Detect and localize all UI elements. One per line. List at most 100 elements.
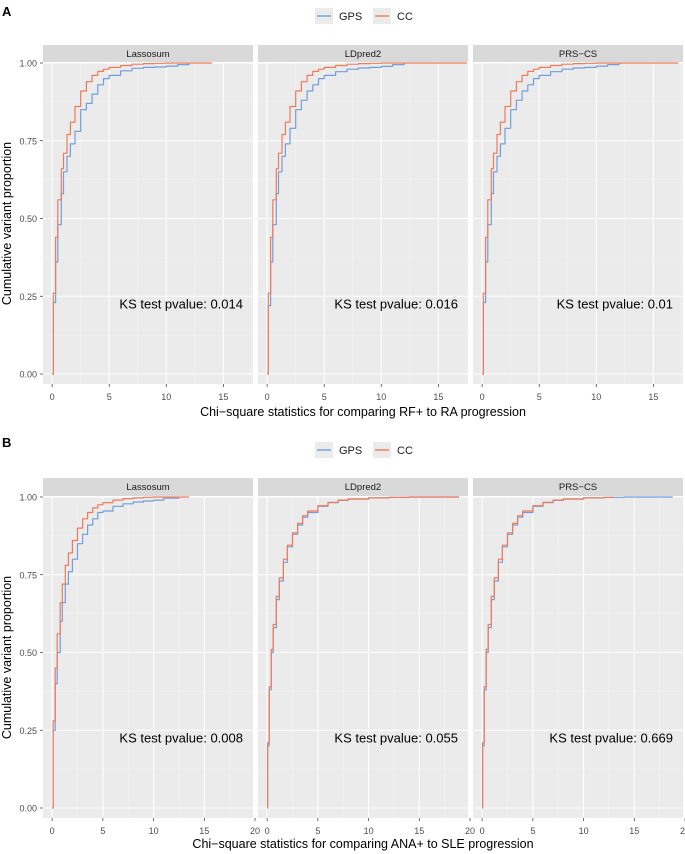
facet-lassosum: Lassosum 0 5 10 15 KS test pvalue: 0.014 bbox=[43, 45, 253, 402]
x-tick-label: 15 bbox=[648, 392, 658, 402]
plot-background bbox=[473, 497, 683, 818]
x-tick-label: 10 bbox=[591, 392, 601, 402]
y-tick-label: 0.75 bbox=[19, 570, 37, 580]
legend-item-gps: GPS bbox=[315, 8, 362, 24]
x-tick-label: 5 bbox=[530, 826, 535, 836]
ks-annotation: KS test pvalue: 0.055 bbox=[334, 731, 458, 746]
y-tick-label: 0.50 bbox=[19, 648, 37, 658]
y-tick-label: 0.00 bbox=[19, 370, 37, 380]
plot-background bbox=[258, 63, 468, 384]
panel-label: A bbox=[2, 4, 12, 19]
gridlines bbox=[43, 496, 256, 818]
x-tick-label: 20 bbox=[680, 826, 685, 836]
facet-prs-cs: PRS−CS 0 5 10 15 20 KS test pvalue: 0.669 bbox=[473, 478, 685, 836]
x-axis-title: Chi−square statistics for comparing ANA+… bbox=[192, 837, 533, 851]
facet-prs-cs: PRS−CS 0 5 10 15 KS test pvalue: 0.01 bbox=[473, 45, 683, 402]
panel-B: B GPS CC Cumulative variant proportion 0.00 0… bbox=[0, 435, 685, 851]
series-line-cc bbox=[52, 62, 212, 375]
x-tick-label: 5 bbox=[315, 826, 320, 836]
x-tick-label: 5 bbox=[107, 392, 112, 402]
x-tick-label: 10 bbox=[376, 392, 386, 402]
plot-background bbox=[473, 63, 683, 384]
facet-strip bbox=[473, 478, 683, 496]
ks-annotation: KS test pvalue: 0.008 bbox=[119, 731, 243, 746]
facet-strip bbox=[473, 45, 683, 62]
legend-item-gps: GPS bbox=[315, 442, 362, 458]
plot-background bbox=[43, 497, 253, 818]
y-tick-label: 1.00 bbox=[19, 59, 37, 69]
x-tick-label: 5 bbox=[322, 392, 327, 402]
x-tick-label: 0 bbox=[50, 826, 55, 836]
legend-label: CC bbox=[397, 11, 413, 23]
ks-annotation: KS test pvalue: 0.01 bbox=[557, 297, 673, 312]
x-tick-label: 0 bbox=[265, 392, 270, 402]
y-tick-label: 0.50 bbox=[19, 214, 37, 224]
legend-label: CC bbox=[397, 445, 413, 457]
x-tick-label: 5 bbox=[100, 826, 105, 836]
x-tick-label: 10 bbox=[149, 826, 159, 836]
series-line-gps bbox=[52, 497, 180, 809]
x-tick-label: 10 bbox=[579, 826, 589, 836]
facet-title: Lassosum bbox=[126, 482, 169, 493]
gridlines bbox=[473, 496, 685, 818]
x-tick-label: 20 bbox=[465, 826, 475, 836]
legend-item-cc: CC bbox=[373, 442, 413, 458]
x-tick-label: 0 bbox=[480, 826, 485, 836]
legend-label: GPS bbox=[339, 445, 362, 457]
facet-strip bbox=[43, 45, 253, 62]
legend: GPS CC bbox=[315, 8, 413, 24]
legend-label: GPS bbox=[339, 11, 362, 23]
ks-annotation: KS test pvalue: 0.669 bbox=[549, 731, 673, 746]
plot-background bbox=[43, 63, 253, 384]
facet-title: Lassosum bbox=[126, 49, 169, 60]
ks-annotation: KS test pvalue: 0.016 bbox=[334, 297, 458, 312]
panel-label: B bbox=[2, 435, 11, 450]
y-axis-title: Cumulative variant proportion bbox=[0, 576, 14, 739]
series-line-gps bbox=[52, 63, 190, 375]
series-line-cc bbox=[482, 62, 679, 375]
x-tick-label: 15 bbox=[218, 392, 228, 402]
y-tick-label: 0.25 bbox=[19, 292, 37, 302]
x-tick-label: 15 bbox=[199, 826, 209, 836]
x-tick-label: 10 bbox=[161, 392, 171, 402]
y-tick-label: 1.00 bbox=[19, 493, 37, 503]
x-tick-label: 15 bbox=[414, 826, 424, 836]
x-tick-label: 0 bbox=[265, 826, 270, 836]
gridlines bbox=[43, 62, 253, 384]
facet-strip bbox=[258, 478, 468, 496]
series-line-cc bbox=[482, 496, 615, 809]
series-line-cc bbox=[267, 496, 459, 809]
x-tick-label: 5 bbox=[537, 392, 542, 402]
series-line-gps bbox=[267, 63, 405, 375]
facet-ldpred2: LDpred2 0 5 10 15 KS test pvalue: 0.016 bbox=[258, 45, 468, 402]
gridlines bbox=[473, 62, 683, 384]
ks-annotation: KS test pvalue: 0.014 bbox=[119, 297, 243, 312]
panel-A: A GPS CC Cumulative variant proportion 0.00 0… bbox=[0, 4, 683, 419]
facet-lassosum: Lassosum 0 5 10 15 20 KS test pvalue: 0.008 bbox=[43, 478, 260, 836]
x-tick-label: 0 bbox=[50, 392, 55, 402]
y-tick-label: 0.00 bbox=[19, 804, 37, 814]
y-axis-title: Cumulative variant proportion bbox=[0, 142, 14, 305]
y-tick-label: 0.25 bbox=[19, 726, 37, 736]
x-tick-label: 15 bbox=[433, 392, 443, 402]
facet-strip bbox=[258, 45, 468, 62]
facet-title: PRS−CS bbox=[559, 49, 597, 60]
series-line-cc bbox=[52, 496, 190, 809]
facet-title: PRS−CS bbox=[559, 482, 597, 493]
x-tick-label: 15 bbox=[629, 826, 639, 836]
y-tick-label: 0.75 bbox=[19, 136, 37, 146]
series-line-gps bbox=[482, 63, 620, 375]
plot-background bbox=[258, 497, 468, 818]
x-tick-label: 10 bbox=[364, 826, 374, 836]
series-line-cc bbox=[267, 62, 467, 375]
x-tick-label: 20 bbox=[250, 826, 260, 836]
facet-title: LDpred2 bbox=[345, 49, 381, 60]
x-tick-label: 0 bbox=[480, 392, 485, 402]
legend: GPS CC bbox=[315, 442, 413, 458]
facet-strip bbox=[43, 478, 253, 496]
facet-title: LDpred2 bbox=[345, 482, 381, 493]
facet-ldpred2: LDpred2 0 5 10 15 20 KS test pvalue: 0.055 bbox=[258, 478, 475, 836]
legend-item-cc: CC bbox=[373, 8, 413, 24]
x-axis-title: Chi−square statistics for comparing RF+ … bbox=[200, 405, 526, 419]
